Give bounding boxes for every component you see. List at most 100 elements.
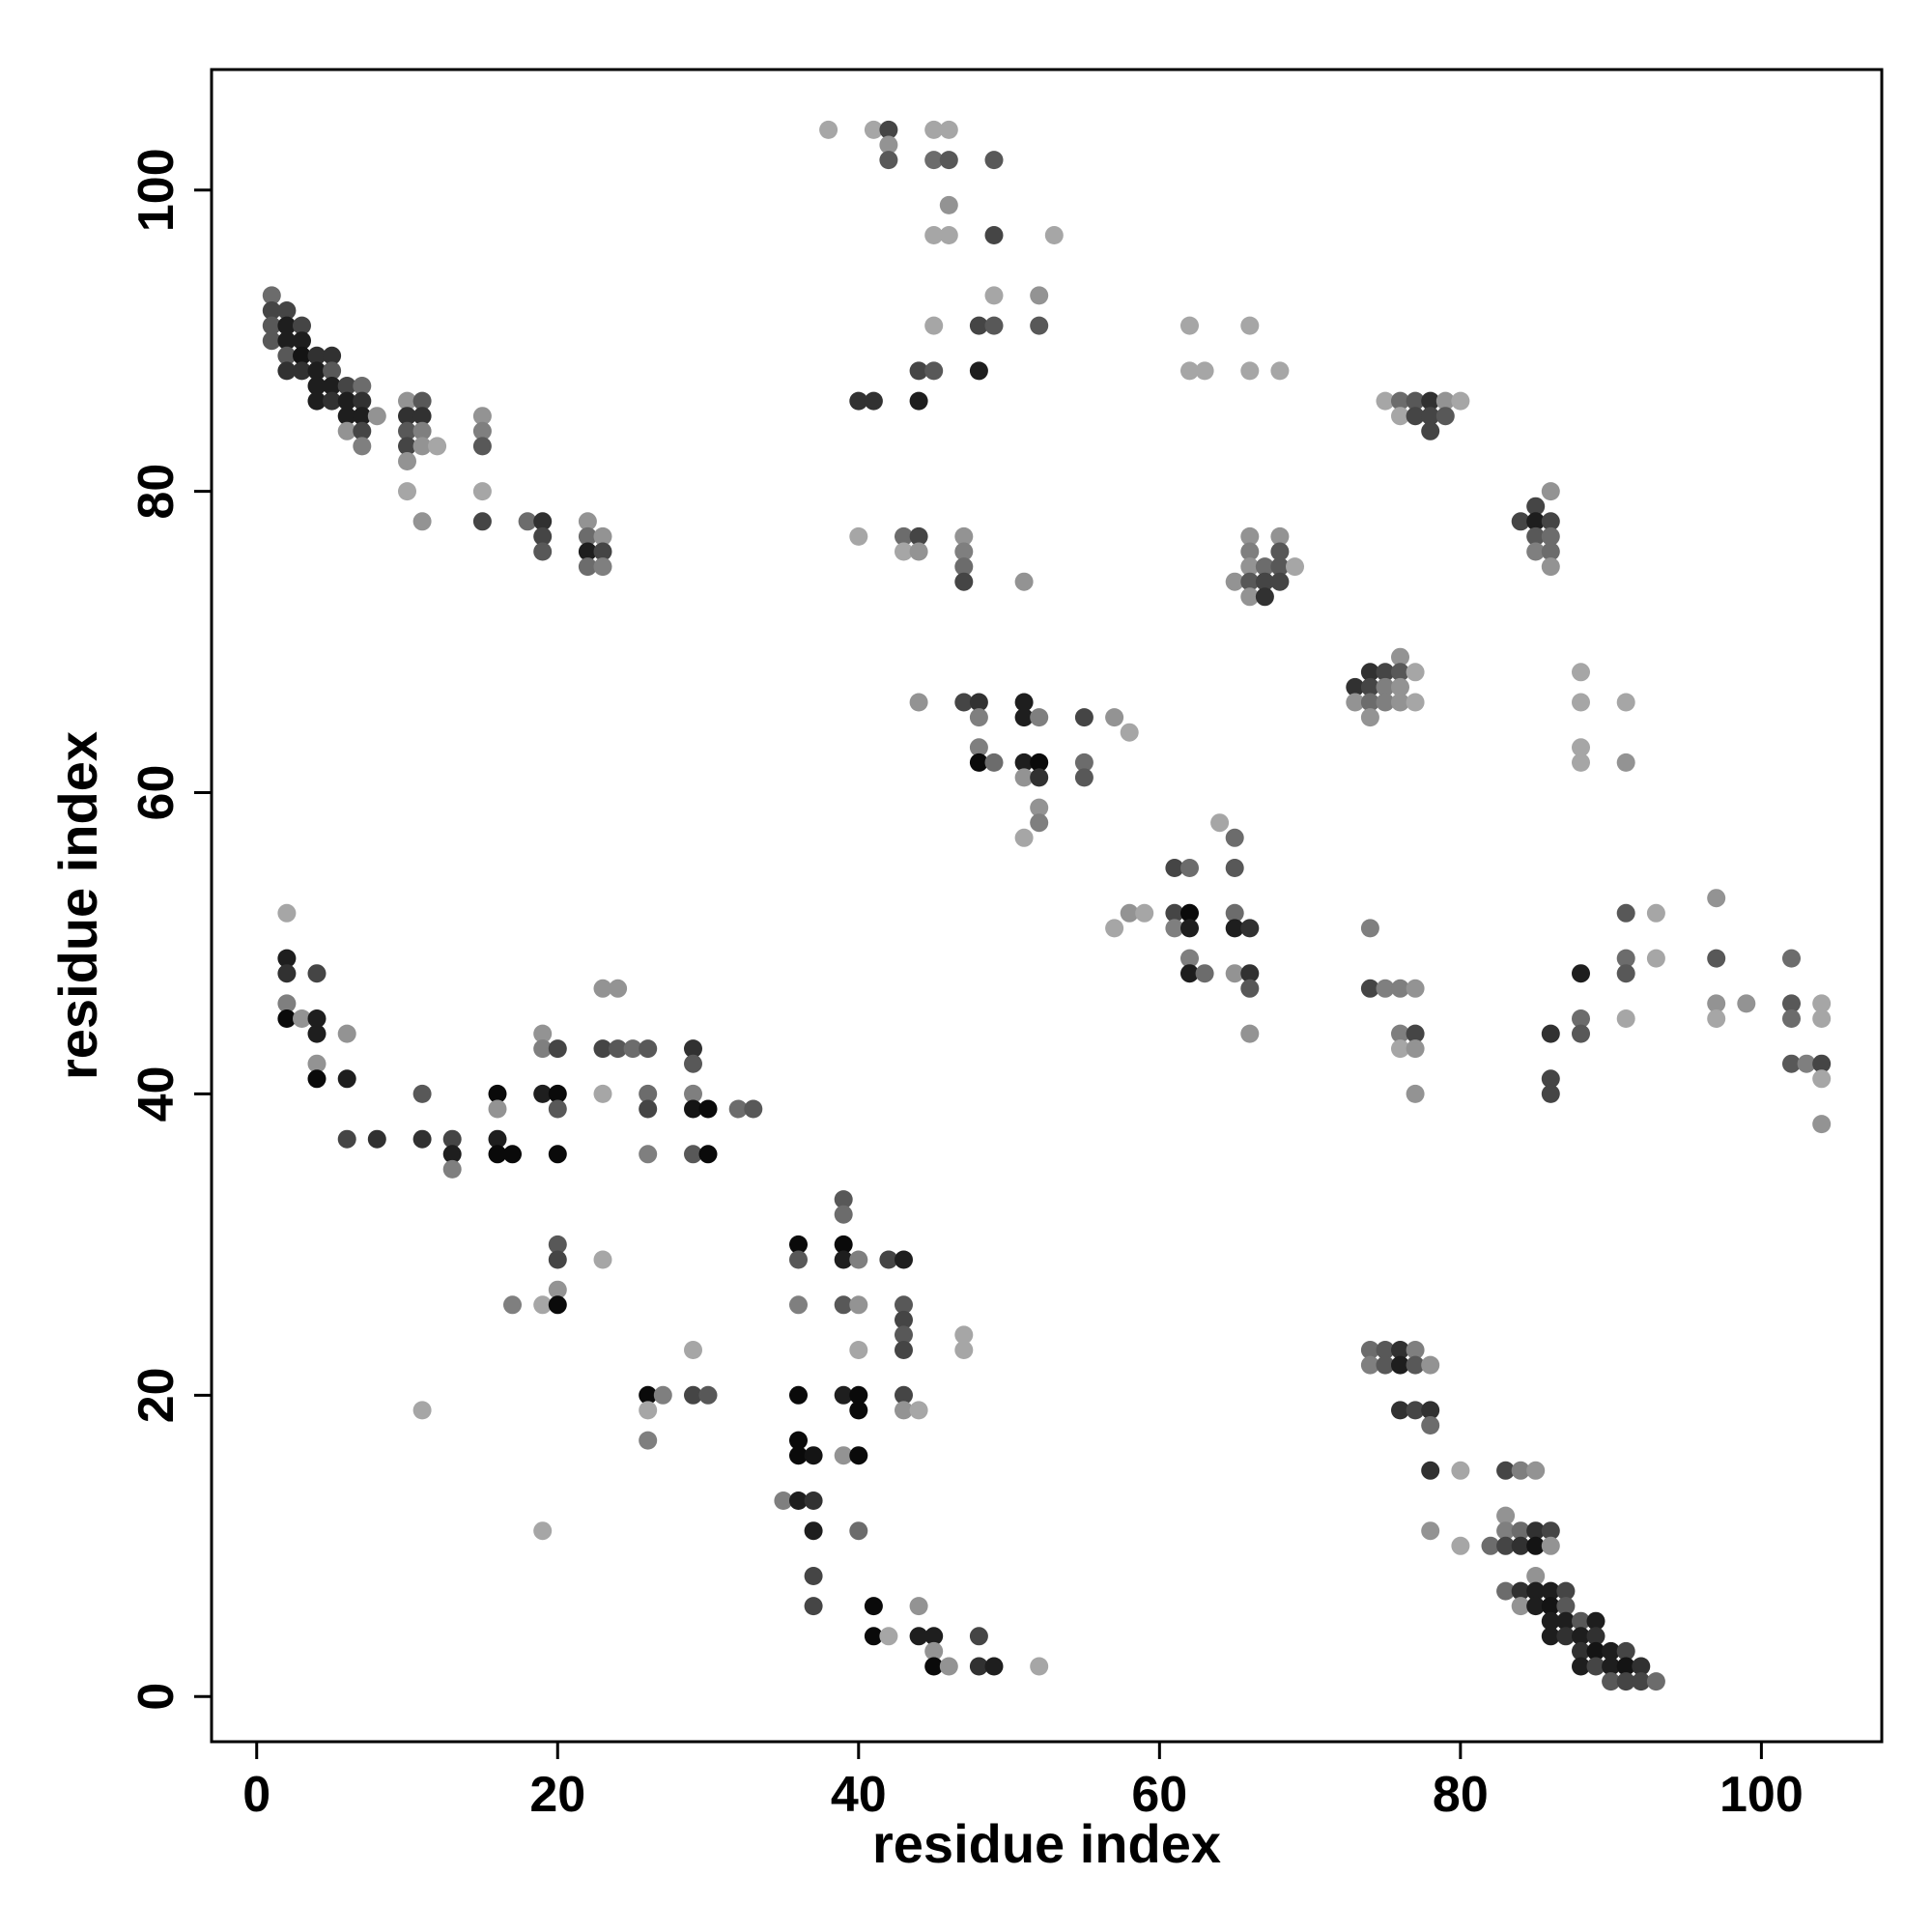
data-point — [472, 482, 492, 501]
data-point — [1376, 663, 1395, 682]
data-point — [548, 1295, 567, 1315]
data-point — [1586, 1611, 1605, 1631]
data-point — [488, 1145, 507, 1164]
data-point — [1556, 1611, 1576, 1631]
data-point — [895, 1295, 913, 1315]
data-point — [1391, 647, 1409, 667]
data-point — [1270, 557, 1290, 577]
data-point — [1511, 1581, 1530, 1601]
data-point — [548, 1280, 567, 1299]
data-point — [1240, 587, 1260, 607]
data-point — [1376, 1355, 1395, 1375]
data-point — [909, 391, 928, 411]
data-point — [593, 526, 612, 546]
data-point — [412, 1401, 432, 1420]
data-point — [1812, 1115, 1832, 1134]
data-point — [969, 361, 988, 381]
data-point — [1421, 1355, 1440, 1375]
data-point — [1616, 964, 1635, 983]
data-point — [412, 437, 432, 456]
data-point — [293, 346, 311, 365]
data-point — [1270, 526, 1290, 546]
data-point — [849, 1521, 868, 1541]
data-point — [1406, 693, 1425, 712]
data-point — [1421, 391, 1440, 411]
data-point — [1616, 693, 1635, 712]
data-point — [1481, 1536, 1500, 1555]
y-tick-label: 80 — [128, 464, 185, 520]
data-point — [954, 557, 974, 577]
data-point — [1496, 1506, 1516, 1525]
data-point — [442, 1129, 462, 1149]
data-point — [1435, 407, 1455, 426]
data-point — [1225, 859, 1244, 877]
data-point — [969, 738, 988, 757]
data-point — [1451, 1536, 1470, 1555]
data-point — [834, 1295, 853, 1315]
data-point — [954, 572, 974, 591]
data-point — [895, 1385, 913, 1405]
data-point — [412, 1129, 432, 1149]
data-point — [472, 437, 492, 456]
data-point — [593, 542, 612, 561]
data-point — [593, 557, 612, 577]
data-point — [533, 1084, 553, 1103]
data-point — [1541, 1597, 1560, 1616]
data-point — [398, 407, 416, 426]
data-point — [789, 1385, 808, 1405]
data-point — [548, 1084, 567, 1103]
data-point — [924, 1641, 944, 1661]
data-point — [684, 1099, 702, 1119]
data-point — [1782, 949, 1801, 968]
data-point — [277, 903, 297, 923]
data-point — [924, 151, 944, 170]
data-point — [533, 526, 553, 546]
data-point — [1360, 663, 1379, 682]
y-tick-label: 0 — [128, 1683, 185, 1711]
data-point — [939, 151, 958, 170]
data-point — [744, 1099, 763, 1119]
data-point — [277, 949, 297, 968]
data-point — [879, 1627, 898, 1646]
data-point — [1526, 1461, 1546, 1480]
data-point — [1240, 361, 1260, 381]
data-point — [323, 377, 342, 395]
data-point — [1180, 903, 1199, 923]
data-point — [969, 693, 988, 712]
data-point — [1511, 1536, 1530, 1555]
x-axis-title: residue index — [872, 1813, 1221, 1874]
data-point — [1602, 1641, 1621, 1661]
data-point — [1646, 949, 1665, 968]
data-point — [639, 1039, 658, 1059]
data-point — [909, 1627, 928, 1646]
data-point — [1360, 708, 1379, 727]
data-point — [969, 753, 988, 772]
data-point — [834, 1446, 853, 1465]
data-point — [1526, 1536, 1546, 1555]
data-point — [1572, 1627, 1590, 1646]
data-point — [1240, 964, 1260, 983]
y-tick-label: 60 — [128, 765, 185, 821]
data-point — [578, 526, 597, 546]
data-point — [353, 437, 372, 456]
data-point — [1586, 1627, 1605, 1646]
data-point — [1014, 708, 1034, 727]
data-point — [1707, 949, 1726, 968]
data-point — [323, 361, 342, 381]
data-point — [939, 195, 958, 214]
data-point — [1391, 663, 1409, 682]
x-tick-label: 100 — [1719, 1767, 1804, 1823]
data-point — [1195, 964, 1214, 983]
data-point — [1586, 1657, 1605, 1676]
data-point — [1421, 1416, 1440, 1435]
data-point — [533, 1024, 553, 1043]
data-point — [1270, 572, 1290, 591]
data-point — [1526, 526, 1546, 546]
data-point — [1360, 677, 1379, 696]
data-point — [1541, 557, 1560, 577]
data-point — [1074, 768, 1094, 787]
data-point — [1632, 1672, 1651, 1691]
data-point — [503, 1295, 522, 1315]
x-tick-label: 0 — [242, 1767, 270, 1823]
